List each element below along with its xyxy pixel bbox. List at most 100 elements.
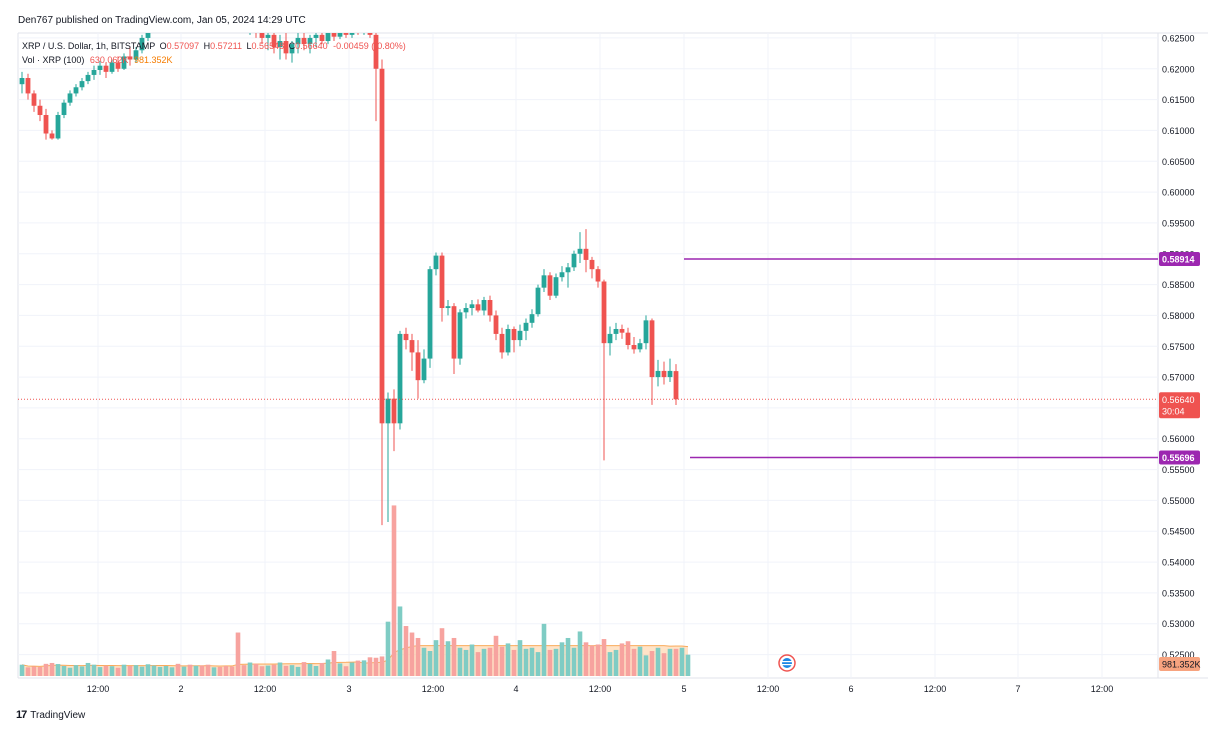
candle-body [607, 333, 613, 344]
volume-bar [565, 637, 571, 676]
volume-bar [157, 666, 163, 676]
candle-body [523, 322, 529, 331]
volume-bar [607, 652, 613, 676]
volume-bar [307, 663, 313, 676]
candle-body [85, 74, 91, 82]
volume-bar [655, 647, 661, 676]
volume-bar [133, 665, 139, 676]
candle-body [283, 41, 289, 54]
candle-body [133, 50, 139, 60]
candle-body [433, 255, 439, 270]
candle-body [391, 398, 397, 424]
volume-bar [187, 664, 193, 676]
candle-body [182, 0, 187, 1]
candle-body [307, 37, 313, 45]
candle-body [139, 37, 145, 51]
volume-bar [337, 663, 343, 676]
volume-bar [85, 662, 91, 676]
candle-body [37, 105, 43, 116]
volume-bar [259, 666, 265, 676]
price-tick-label: 0.54500 [1162, 527, 1195, 537]
volume-bar [493, 635, 499, 676]
candle-body [571, 253, 577, 268]
volume-bar [229, 666, 235, 676]
candle-body [415, 352, 421, 381]
volume-bars [19, 505, 691, 676]
volume-bar [25, 667, 31, 676]
horizontal-levels [18, 258, 1158, 459]
price-tick-label: 0.60500 [1162, 157, 1195, 167]
volume-bar [235, 632, 241, 676]
volume-bar [49, 662, 55, 676]
price-tick-label: 0.56000 [1162, 434, 1195, 444]
volume-bar [205, 664, 211, 676]
volume-bar [583, 642, 589, 676]
volume-bar [289, 665, 295, 676]
volume-bar [61, 666, 67, 676]
volume-bar [439, 628, 445, 676]
grid [17, 32, 1208, 679]
price-tick-label: 0.53000 [1162, 619, 1195, 629]
volume-bar [637, 646, 643, 676]
price-tick-label: 0.57000 [1162, 373, 1195, 383]
volume-bar [625, 641, 631, 676]
candle-body [55, 115, 61, 139]
volume-bar [643, 655, 649, 676]
volume-bar [553, 648, 559, 676]
candle-body [121, 56, 127, 69]
candle-body [19, 78, 25, 85]
candle-body [541, 275, 547, 288]
volume-bar [271, 664, 277, 676]
candle-body [301, 37, 307, 45]
volume-bar [421, 647, 427, 676]
volume-bar [427, 651, 433, 676]
current-price-label: 0.56640 [1162, 395, 1195, 405]
candle-body [613, 328, 619, 334]
candle-body [43, 115, 49, 134]
price-tick-label: 0.61500 [1162, 95, 1195, 105]
candle-body [379, 68, 385, 424]
candle-body [236, 10, 241, 16]
candle-body [439, 255, 445, 309]
candle-body [661, 370, 667, 378]
candle-body [295, 37, 301, 45]
volume-bar [355, 660, 361, 676]
time-tick-label: 12:00 [757, 684, 780, 694]
volume-bar [505, 643, 511, 676]
candle-body [313, 34, 319, 38]
candle-body [559, 272, 565, 278]
candle-body [577, 248, 583, 254]
time-tick-label: 12:00 [87, 684, 110, 694]
candles [19, 0, 679, 526]
volume-bar [463, 649, 469, 676]
volume-bar [667, 648, 673, 676]
volume-bar [613, 649, 619, 676]
candle-body [343, 33, 349, 35]
volume-bar [631, 648, 637, 676]
volume-ma-line [21, 645, 689, 667]
candle-body [349, 33, 355, 35]
candle-body [331, 33, 337, 37]
volume-bar [619, 643, 625, 676]
volume-bar [73, 665, 79, 676]
candle-body [667, 370, 673, 378]
time-tick-label: 5 [681, 684, 686, 694]
price-tick-label: 0.57500 [1162, 342, 1195, 352]
candle-body [103, 65, 109, 72]
volume-bar [487, 647, 493, 676]
legend-symbol: XRP / U.S. Dollar, 1h, BITSTAMP O0.57097… [22, 41, 406, 51]
volume-bar [595, 644, 601, 676]
candle-body [517, 330, 523, 341]
candle-body [325, 33, 331, 42]
time-tick-label: 6 [848, 684, 853, 694]
flag-icon[interactable] [778, 654, 796, 672]
volume-bar [475, 652, 481, 676]
time-axis: 12:00 2 12:00 3 12:00 4 12:00 5 12:00 6 12:00 7 12:0… [87, 684, 1114, 694]
volume-bar [91, 664, 97, 676]
candle-body [73, 87, 79, 94]
candle-body [403, 333, 409, 341]
candle-body [445, 306, 451, 309]
level-label: 0.58914 [1162, 255, 1195, 265]
volume-bar [373, 657, 379, 676]
